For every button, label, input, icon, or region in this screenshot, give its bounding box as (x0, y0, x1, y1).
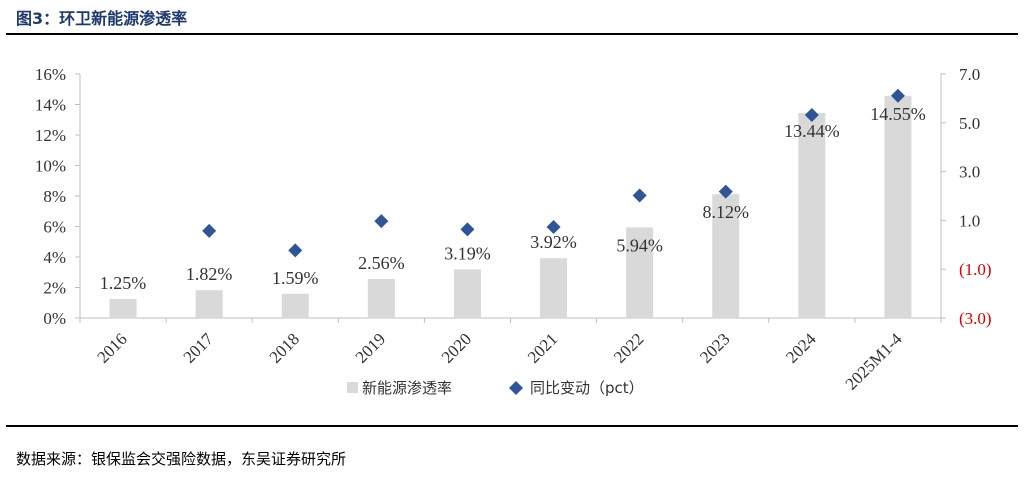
bar-data-label: 1.82% (186, 264, 233, 284)
bar (453, 269, 481, 318)
marker-series (202, 88, 905, 258)
diamond-marker (804, 107, 819, 122)
legend: 新能源渗透率 同比变动（pct） (347, 379, 644, 397)
x-tick-label: 2020 (438, 329, 475, 366)
bar-data-label: 3.19% (444, 243, 491, 263)
right-tick-label: (3.0) (959, 309, 992, 328)
bar-data-label: 1.25% (100, 273, 147, 293)
legend-label: 同比变动（pct） (530, 379, 644, 397)
chart-axes (75, 73, 946, 323)
x-tick-label: 2025M1-4 (842, 329, 907, 394)
diamond-marker (374, 214, 389, 229)
diamond-marker (632, 188, 647, 203)
right-tick-label: 5.0 (959, 114, 980, 133)
x-tick-label: 2023 (696, 329, 733, 366)
left-tick-label: 4% (43, 248, 66, 267)
x-tick-label: 2022 (610, 329, 647, 366)
bar-data-label: 5.94% (616, 235, 663, 255)
bar (195, 290, 223, 318)
x-tick-label: 2019 (352, 329, 389, 366)
diamond-marker (718, 184, 733, 199)
left-tick-label: 12% (35, 126, 66, 145)
bar (281, 293, 309, 318)
left-tick-label: 8% (43, 187, 66, 206)
bar-data-label: 3.92% (530, 232, 577, 252)
right-tick-label: 3.0 (959, 163, 980, 182)
left-tick-label: 2% (43, 279, 66, 298)
bottom-rule (6, 425, 1018, 427)
right-tick-label: (1.0) (959, 260, 992, 279)
bar (712, 194, 740, 318)
top-rule (6, 33, 1018, 35)
legend-label: 新能源渗透率 (362, 379, 452, 397)
bar (540, 258, 568, 318)
bar-data-label: 1.59% (272, 268, 319, 288)
right-tick-label: 7.0 (959, 65, 980, 84)
diamond-marker (546, 219, 561, 234)
data-labels: 1.25% 1.82% 1.59% 2.56% 3.19% 3.92% 5.94% 8.12%… (100, 104, 926, 293)
x-tick-label: 2016 (93, 329, 130, 366)
tick-labels: 0% 2% 4% 6% 8% 10% 12% 14% 16% 7.0 5.0 3.0 1.0 (1.0) (… (35, 65, 992, 394)
diamond-marker (890, 88, 905, 103)
bar-series (109, 96, 912, 318)
legend-diamond-icon (509, 381, 523, 395)
figure-title: 图3：环卫新能源渗透率 (16, 9, 188, 28)
right-tick-label: 1.0 (959, 211, 980, 230)
diamond-marker (288, 243, 303, 258)
legend-bar-swatch (347, 382, 358, 393)
bar-data-label: 8.12% (703, 202, 750, 222)
diamond-marker (460, 222, 475, 237)
diamond-marker (202, 223, 217, 238)
bar (798, 113, 826, 318)
chart: 1.25% 1.82% 1.59% 2.56% 3.19% 3.92% 5.94% 8.12%… (35, 65, 992, 397)
left-tick-label: 16% (35, 65, 66, 84)
bar-data-label: 2.56% (358, 253, 405, 273)
bar-data-label: 13.44% (784, 121, 840, 141)
left-tick-label: 10% (35, 157, 66, 176)
bar (626, 227, 654, 318)
left-tick-label: 14% (35, 96, 66, 115)
data-source: 数据来源：银保监会交强险数据，东吴证券研究所 (16, 450, 347, 468)
bar (367, 278, 395, 318)
left-tick-label: 6% (43, 218, 66, 237)
bar-data-label: 14.55% (870, 104, 926, 124)
x-tick-label: 2018 (266, 329, 303, 366)
left-tick-label: 0% (43, 309, 66, 328)
x-tick-label: 2021 (524, 329, 561, 366)
x-tick-label: 2017 (180, 329, 218, 367)
bar (109, 298, 137, 318)
x-tick-label: 2024 (782, 329, 820, 367)
bar (884, 96, 912, 318)
